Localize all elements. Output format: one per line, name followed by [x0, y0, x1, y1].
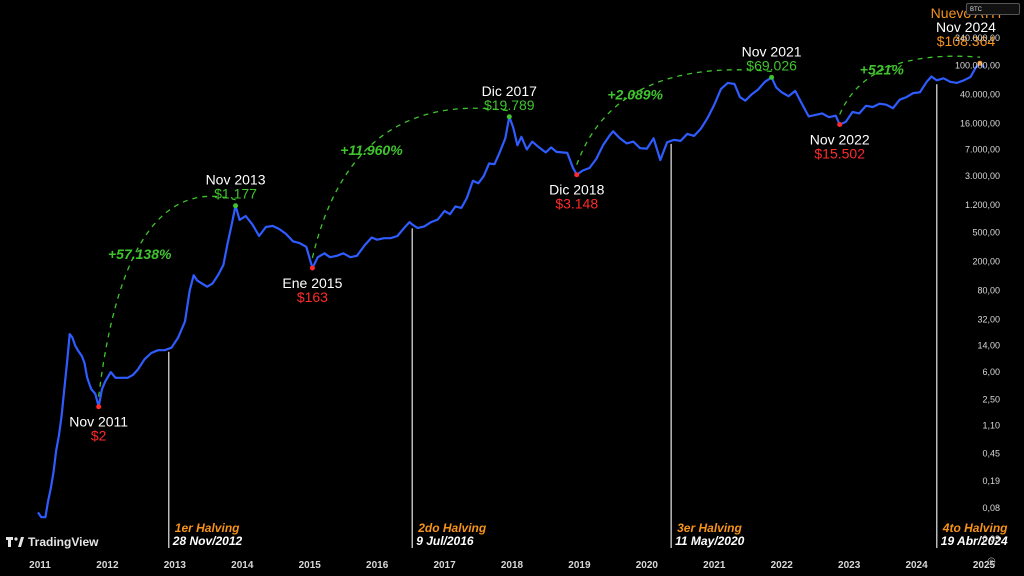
extreme-marker	[769, 74, 775, 80]
annotation-price: $69.026	[746, 57, 797, 73]
x-tick-label: 2022	[771, 560, 794, 571]
x-axis: 2011 2012 2013 2014 2015 2016 2017 2018 2019 2020…	[29, 560, 995, 571]
tradingview-mark-icon	[6, 537, 24, 547]
x-tick-label: 2018	[501, 560, 524, 571]
gain-arc	[576, 69, 772, 165]
annotation-date: Nov 2022	[810, 131, 870, 147]
y-tick-label: 0,08	[982, 503, 1000, 513]
annotation-price: $1.177	[214, 186, 257, 202]
annotation-price: $3.148	[555, 196, 598, 212]
annotation-date: Ene 2015	[282, 275, 342, 291]
annotation-price: $163	[297, 289, 328, 305]
halving-date: 9 Jul/2016	[416, 534, 474, 548]
y-tick-label: 0,03	[982, 534, 1000, 544]
gain-label: +57.138%	[108, 246, 172, 262]
x-tick-label: 2016	[366, 560, 389, 571]
y-tick-label: 100.000,00	[955, 61, 1000, 71]
price-line	[37, 62, 985, 519]
extreme-marker	[233, 203, 239, 209]
halving-date: 11 May/2020	[675, 534, 744, 548]
y-tick-label: 14,00	[977, 340, 1000, 350]
annotation-date: Nov 2024	[936, 19, 996, 35]
y-tick-label: 80,00	[977, 285, 1000, 295]
x-tick-label: 2012	[96, 560, 119, 571]
symbol-label: BTC	[970, 7, 982, 13]
y-tick-label: 16.000,00	[960, 118, 1000, 128]
extreme-marker	[96, 404, 102, 410]
extreme-marker	[309, 265, 315, 271]
extreme-marker	[506, 114, 512, 120]
halving-date: 19 Abr/2024	[941, 534, 1008, 548]
extreme-marker	[977, 60, 983, 66]
extreme-marker	[837, 121, 843, 127]
gain-arc	[311, 107, 510, 259]
annotation-date: Nov 2013	[206, 172, 266, 188]
x-tick-label: 2015	[299, 560, 322, 571]
y-tick-label: 500,00	[972, 228, 1000, 238]
halving-title: 4to Halving	[942, 521, 1008, 535]
y-tick-label: 1.200,00	[965, 200, 1000, 210]
y-tick-label: 32,00	[977, 314, 1000, 324]
x-tick-label: 2013	[164, 560, 187, 571]
x-tick-label: 2014	[231, 560, 254, 571]
y-tick-label: 200,00	[972, 257, 1000, 267]
halving-title: 1er Halving	[175, 521, 240, 535]
gain-label: +521%	[860, 61, 905, 77]
y-tick-label: 3.000,00	[965, 171, 1000, 181]
y-tick-label: 2,50	[982, 395, 1000, 405]
annotation-price: $15.502	[814, 145, 865, 161]
annotation-price: $19.789	[484, 97, 535, 113]
x-tick-label: 2017	[433, 560, 456, 571]
extreme-marker	[574, 172, 580, 178]
gain-arc	[98, 195, 236, 397]
x-tick-label: 2023	[838, 560, 861, 571]
x-tick-label: 2011	[29, 560, 51, 571]
settings-icon[interactable]: ◎	[987, 556, 996, 567]
brand-label: TradingView	[28, 535, 99, 549]
x-tick-label: 2019	[568, 560, 591, 571]
halving-title: 3er Halving	[677, 521, 742, 535]
annotation-date: Nov 2021	[742, 43, 802, 59]
y-tick-label: 240.000,00	[955, 33, 1000, 43]
x-tick-label: 2025	[973, 560, 996, 571]
halving-title: 2do Halving	[417, 521, 487, 535]
x-tick-label: 2021	[703, 560, 726, 571]
gain-arcs: +57.138% +11.960% +2.089% +521%	[98, 55, 981, 397]
x-tick-label: 2020	[636, 560, 659, 571]
gain-label: +2.089%	[607, 86, 663, 102]
y-tick-label: 0,45	[982, 449, 1000, 459]
gain-label: +11.960%	[340, 142, 403, 158]
tradingview-logo[interactable]: TradingView	[6, 535, 98, 549]
y-tick-label: 1,10	[982, 421, 1000, 431]
annotation-price: $108.364	[937, 33, 996, 49]
annotations: Nov 2011$2 Nov 2013$1.177 Ene 2015$163 Dic …	[69, 5, 1001, 444]
annotation-date: Dic 2017	[482, 83, 537, 99]
extreme-markers	[96, 60, 983, 410]
y-axis: 0,03 0,08 0,19 0,45 1,10 2,50 6,00 14,00 32,00 80…	[955, 33, 1000, 544]
annotation-date: Dic 2018	[549, 182, 604, 198]
annotation-price: $2	[91, 428, 107, 444]
x-tick-label: 2024	[905, 560, 928, 571]
annotation-date: Nov 2011	[69, 414, 128, 430]
halving-date: 28 Nov/2012	[172, 534, 243, 548]
symbol-box[interactable]: BTC	[966, 3, 1020, 15]
y-tick-label: 6,00	[982, 367, 1000, 377]
y-tick-label: 0,19	[982, 476, 1000, 486]
y-tick-label: 7.000,00	[965, 145, 1000, 155]
y-tick-label: 40.000,00	[960, 90, 1000, 100]
